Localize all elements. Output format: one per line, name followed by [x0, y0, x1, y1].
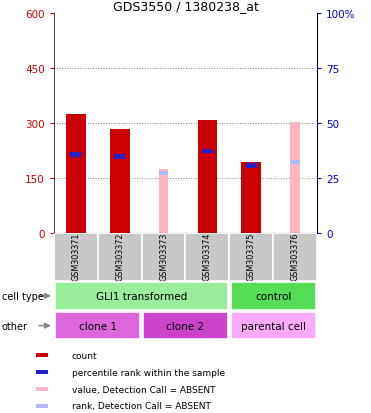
Text: GLI1 transformed: GLI1 transformed [96, 291, 187, 301]
Text: GSM303374: GSM303374 [203, 233, 212, 281]
Text: GSM303373: GSM303373 [159, 233, 168, 281]
Text: control: control [255, 291, 292, 301]
Bar [242, 162, 261, 234]
Bar [186, 234, 229, 281]
Text: value, Detection Call = ABSENT: value, Detection Call = ABSENT [72, 385, 215, 394]
Bar [36, 387, 48, 391]
Bar [273, 234, 317, 281]
Bar [36, 404, 48, 408]
Text: GSM303375: GSM303375 [247, 233, 256, 281]
Bar [142, 234, 186, 281]
Bar [98, 234, 142, 281]
Text: count: count [72, 351, 98, 360]
Bar [231, 282, 316, 310]
Bar [229, 234, 273, 281]
Bar [54, 234, 98, 281]
Text: parental cell: parental cell [241, 321, 306, 331]
Text: clone 1: clone 1 [79, 321, 117, 331]
Text: cell type: cell type [2, 291, 44, 301]
Bar [159, 170, 168, 234]
Bar [198, 121, 217, 234]
Text: other: other [2, 321, 28, 331]
Bar [231, 312, 316, 339]
Text: percentile rank within the sample: percentile rank within the sample [72, 368, 225, 377]
Text: GSM303372: GSM303372 [115, 233, 124, 281]
Bar [66, 115, 86, 234]
Bar [290, 160, 300, 165]
Title: GDS3550 / 1380238_at: GDS3550 / 1380238_at [112, 0, 259, 13]
Bar [110, 130, 129, 234]
Text: GSM303376: GSM303376 [291, 233, 300, 281]
Bar [70, 153, 81, 157]
Text: rank, Detection Call = ABSENT: rank, Detection Call = ABSENT [72, 401, 211, 411]
Bar [159, 171, 168, 176]
Bar [290, 122, 300, 234]
Text: GSM303371: GSM303371 [71, 233, 80, 281]
Bar [246, 164, 257, 169]
Bar [36, 354, 48, 357]
Bar [36, 370, 48, 374]
Bar [55, 312, 140, 339]
Bar [143, 312, 228, 339]
Text: clone 2: clone 2 [167, 321, 204, 331]
Bar [55, 282, 228, 310]
Bar [202, 150, 213, 154]
Bar [114, 155, 125, 159]
